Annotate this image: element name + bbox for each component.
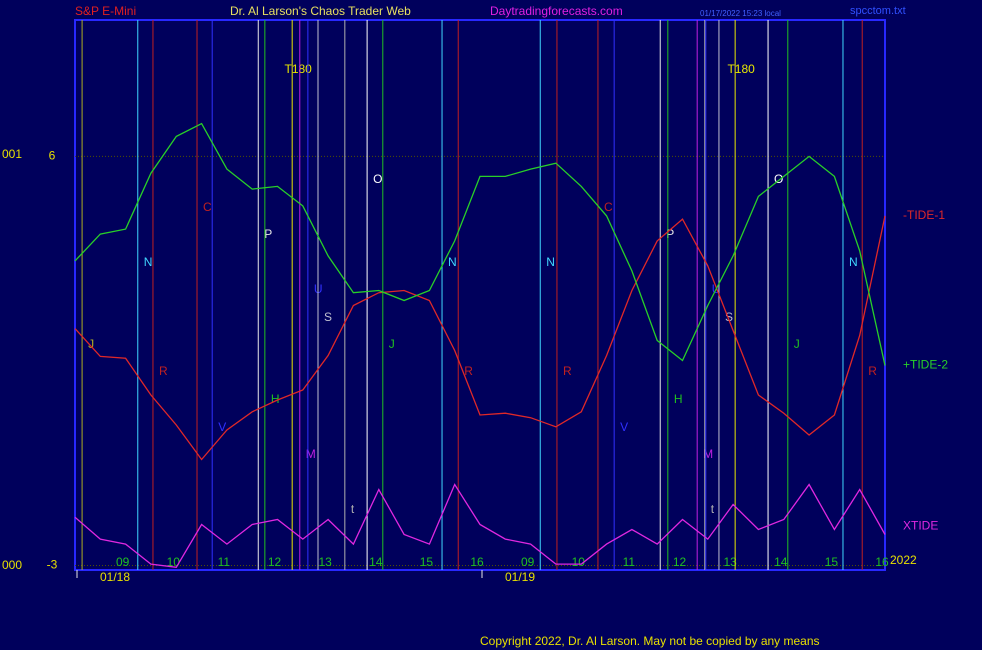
- x-tick-label: 11: [623, 555, 636, 569]
- x-tick-label: 16: [470, 555, 484, 569]
- legend-label: +TIDE-2: [903, 358, 948, 372]
- event-label: H: [271, 392, 280, 406]
- event-label: V: [620, 420, 628, 434]
- event-label: P: [666, 227, 674, 241]
- series-line: [74, 483, 886, 568]
- y-tick-label: -3: [47, 558, 58, 572]
- series-line: [74, 122, 886, 366]
- event-label: R: [464, 364, 473, 378]
- event-label: R: [563, 364, 572, 378]
- x-tick-label: 11: [218, 555, 231, 569]
- event-label: J: [88, 337, 94, 351]
- file-name: spcctom.txt: [850, 5, 906, 17]
- event-label: S: [725, 310, 733, 324]
- event-label: N: [546, 255, 555, 269]
- site: Daytradingforecasts.com: [490, 4, 623, 18]
- event-label: C: [203, 200, 212, 214]
- x-tick-label: 13: [318, 555, 332, 569]
- event-label: O: [774, 172, 783, 186]
- scale-label: 001: [2, 147, 22, 161]
- legend-label: XTIDE: [903, 519, 938, 533]
- x-tick-label: 12: [268, 555, 282, 569]
- event-label: C: [604, 200, 613, 214]
- event-label: N: [448, 255, 457, 269]
- year: 2022: [890, 553, 917, 567]
- x-tick-label: 09: [116, 555, 130, 569]
- event-label: R: [868, 364, 877, 378]
- x-tick-label: 14: [774, 555, 788, 569]
- event-label: T180: [285, 62, 313, 76]
- x-tick-label: 15: [420, 555, 434, 569]
- copyright: Copyright 2022, Dr. Al Larson. May not b…: [480, 634, 820, 648]
- event-label: J: [389, 337, 395, 351]
- event-label: P: [264, 227, 272, 241]
- event-label: S: [324, 310, 332, 324]
- event-label: t: [711, 502, 715, 516]
- event-label: J: [794, 337, 800, 351]
- date-label: 01/18: [100, 570, 130, 584]
- header-title: Dr. Al Larson's Chaos Trader Web: [230, 4, 411, 18]
- event-label: O: [373, 172, 382, 186]
- x-tick-label: 13: [723, 555, 737, 569]
- scale-label: 000: [2, 558, 22, 572]
- x-tick-label: 09: [521, 555, 535, 569]
- event-label: M: [306, 447, 316, 461]
- event-label: H: [674, 392, 683, 406]
- event-label: R: [159, 364, 168, 378]
- legend-label: -TIDE-1: [903, 208, 945, 222]
- plot-frame: [74, 19, 886, 571]
- event-label: t: [351, 502, 355, 516]
- x-tick-label: 12: [673, 555, 687, 569]
- date-label: 01/19: [505, 570, 535, 584]
- x-tick-label: 10: [572, 555, 586, 569]
- instrument: S&P E-Mini: [75, 4, 136, 18]
- event-label: M: [703, 447, 713, 461]
- event-label: V: [218, 420, 226, 434]
- event-label: N: [144, 255, 153, 269]
- x-tick-label: 15: [825, 555, 839, 569]
- y-tick-label: 6: [49, 149, 56, 163]
- stamp: 01/17/2022 15:23 local: [700, 9, 781, 18]
- x-tick-label: 14: [369, 555, 383, 569]
- event-label: N: [849, 255, 858, 269]
- event-label: T180: [727, 62, 755, 76]
- series-line: [74, 215, 886, 461]
- x-tick-label: 16: [875, 555, 889, 569]
